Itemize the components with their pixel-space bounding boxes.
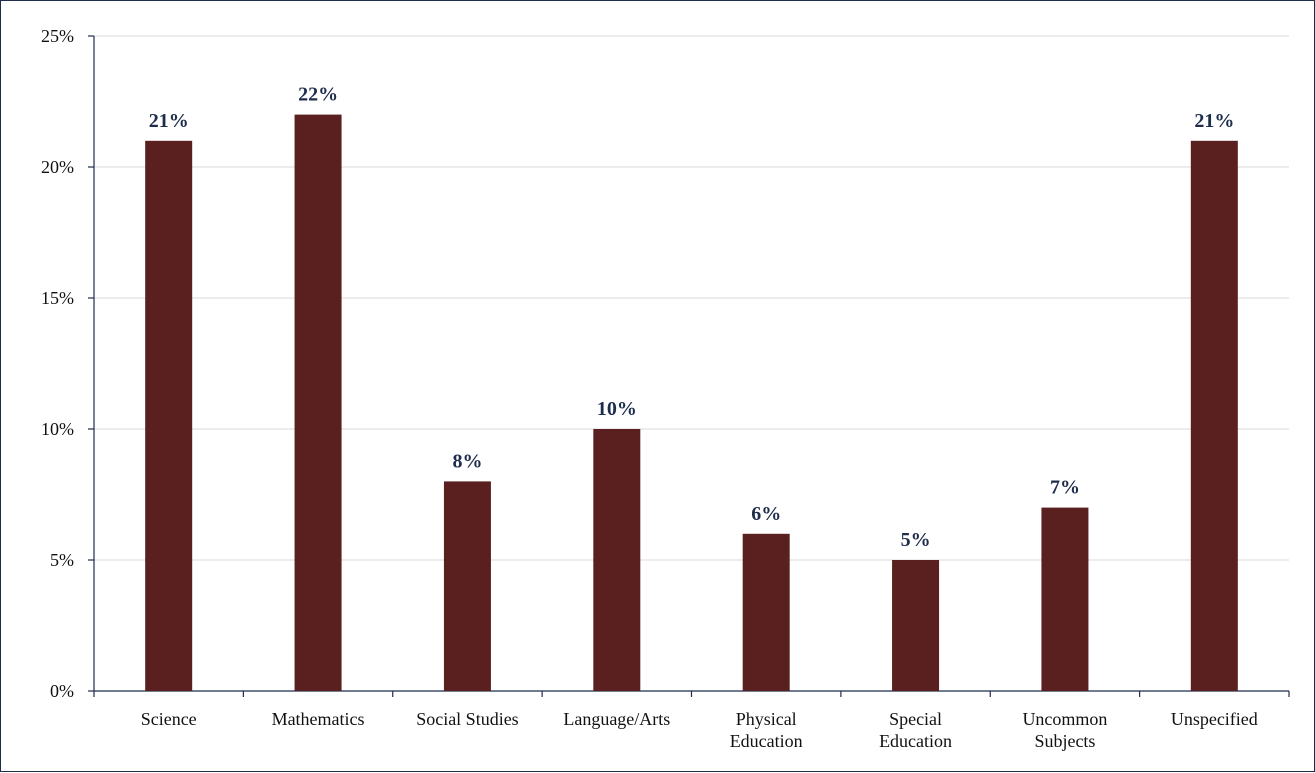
data-label: 8% — [452, 450, 482, 472]
category-label-line: Education — [730, 731, 803, 751]
category-label-line: Unspecified — [1171, 709, 1258, 729]
data-label: 5% — [901, 529, 931, 551]
category-label: Language/Arts — [563, 709, 670, 729]
y-tick-label: 0% — [50, 681, 74, 701]
bar — [892, 560, 940, 691]
category-label: Uncommon Subjects — [1022, 709, 1107, 751]
data-label: 10% — [597, 398, 637, 420]
category-label-line: Special — [889, 709, 942, 729]
category-label-line: Uncommon — [1022, 709, 1107, 729]
bar — [742, 533, 790, 691]
data-label: 22% — [298, 84, 338, 106]
bar — [294, 114, 342, 692]
category-label-line: Education — [879, 731, 952, 751]
data-label: 21% — [1194, 110, 1234, 132]
y-tick-label: 15% — [41, 288, 74, 308]
category-label-line: Physical — [736, 709, 797, 729]
category-label: Science — [141, 709, 197, 729]
category-label: Mathematics — [272, 709, 365, 729]
bar — [145, 140, 193, 692]
bar — [1190, 140, 1238, 692]
category-label: Unspecified — [1171, 709, 1258, 729]
y-tick-label: 10% — [41, 419, 74, 439]
category-label: Physical Education — [730, 709, 803, 751]
category-label-line: Mathematics — [272, 709, 365, 729]
bar — [593, 429, 641, 691]
category-label-line: Language/Arts — [563, 709, 670, 729]
category-label-line: Subjects — [1034, 731, 1095, 751]
y-tick-label: 5% — [50, 550, 74, 570]
data-label: 7% — [1050, 477, 1080, 499]
category-label-line: Social Studies — [416, 709, 519, 729]
y-tick-label: 20% — [41, 157, 74, 177]
data-label: 6% — [751, 503, 781, 525]
bar — [443, 481, 491, 691]
category-label: Special Education — [879, 709, 952, 751]
bar — [1041, 507, 1089, 691]
data-label: 21% — [149, 110, 189, 132]
category-label: Social Studies — [416, 709, 519, 729]
category-label-line: Science — [141, 709, 197, 729]
y-tick-label: 25% — [41, 26, 74, 46]
